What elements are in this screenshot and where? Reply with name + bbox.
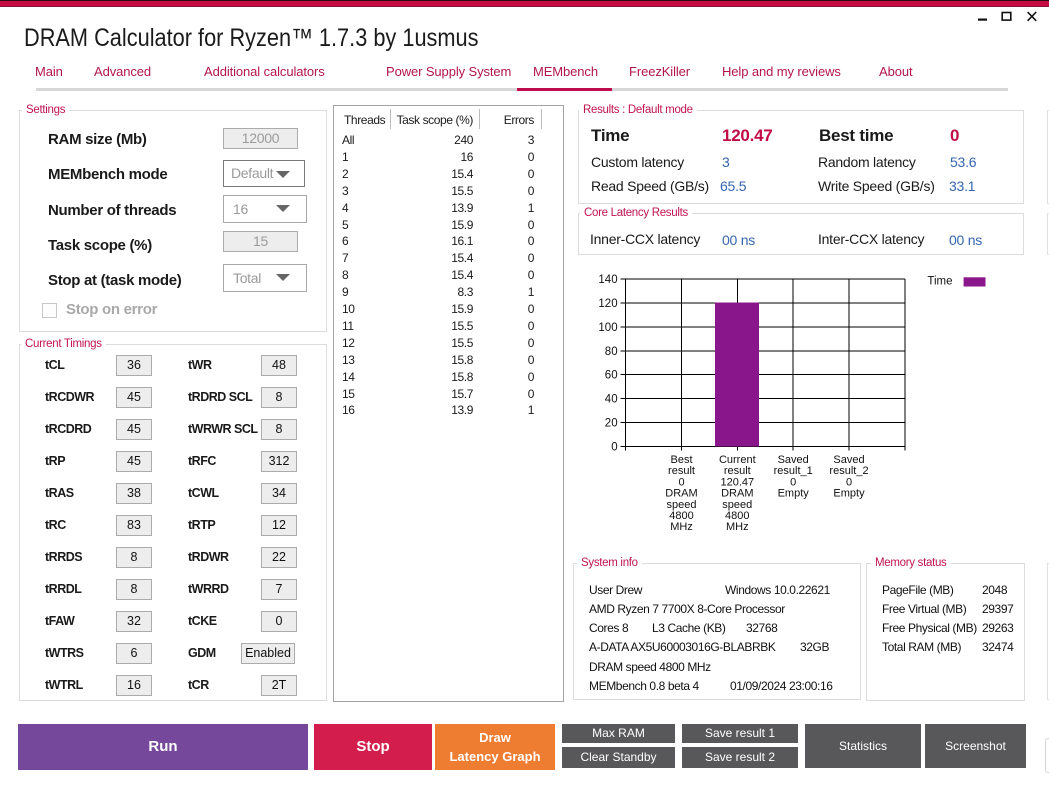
svg-text:Saved: Saved <box>833 454 864 466</box>
svg-text:40: 40 <box>605 394 618 406</box>
svg-text:4800: 4800 <box>725 510 749 522</box>
svg-text:0: 0 <box>846 476 852 488</box>
svg-text:0: 0 <box>678 476 684 488</box>
svg-text:140: 140 <box>598 274 617 286</box>
svg-text:Current: Current <box>719 454 756 466</box>
svg-text:MHz: MHz <box>726 521 749 533</box>
svg-text:Best: Best <box>670 454 692 466</box>
svg-text:100: 100 <box>598 322 617 334</box>
svg-text:DRAM: DRAM <box>721 488 753 500</box>
svg-text:120: 120 <box>598 298 617 310</box>
svg-text:80: 80 <box>605 346 618 358</box>
svg-text:result: result <box>668 465 695 477</box>
svg-text:20: 20 <box>605 418 618 430</box>
svg-text:result_2: result_2 <box>829 465 868 477</box>
svg-text:4800: 4800 <box>669 510 693 522</box>
svg-text:Time: Time <box>927 276 952 288</box>
svg-text:result_1: result_1 <box>774 465 813 477</box>
svg-text:60: 60 <box>605 370 618 382</box>
svg-text:0: 0 <box>611 442 617 454</box>
svg-text:MHz: MHz <box>670 521 693 533</box>
svg-text:Empty: Empty <box>833 488 865 500</box>
svg-text:DRAM: DRAM <box>665 488 697 500</box>
svg-text:result: result <box>724 465 751 477</box>
svg-text:120.47: 120.47 <box>720 476 754 488</box>
svg-text:speed: speed <box>667 499 697 511</box>
svg-text:Empty: Empty <box>778 488 810 500</box>
svg-text:0: 0 <box>790 476 796 488</box>
svg-text:Saved: Saved <box>778 454 809 466</box>
svg-text:speed: speed <box>722 499 752 511</box>
